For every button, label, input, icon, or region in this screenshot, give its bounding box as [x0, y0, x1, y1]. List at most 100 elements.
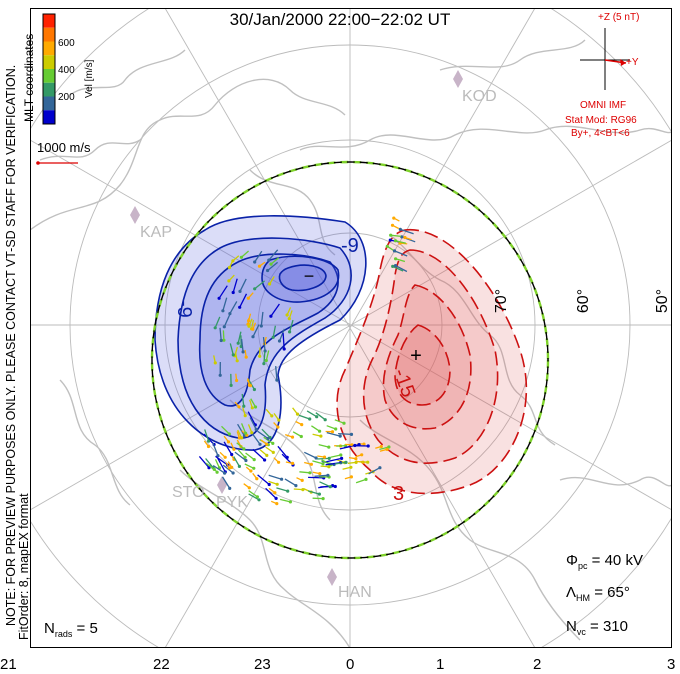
- velocity-vector-origin: [366, 460, 370, 464]
- velocity-vector-origin: [231, 353, 235, 357]
- velocity-vector-origin: [317, 492, 321, 496]
- velocity-vector-origin: [334, 427, 338, 431]
- potential-max-marker: +: [410, 345, 422, 367]
- velocity-vector-origin: [385, 244, 389, 248]
- velocity-vector: [249, 417, 257, 430]
- velocity-vector: [312, 460, 324, 465]
- velocity-vector-origin: [308, 417, 312, 421]
- velocity-vector: [239, 278, 247, 292]
- velocity-vector-origin: [354, 460, 358, 464]
- velocity-vector-origin: [242, 447, 246, 451]
- velocity-vector: [237, 331, 242, 344]
- velocity-vector-origin: [231, 290, 235, 295]
- velocity-vector: [298, 414, 310, 420]
- velocity-vector-origin: [232, 447, 236, 451]
- velocity-vector: [212, 442, 219, 456]
- velocity-vector: [247, 411, 256, 426]
- velocity-vector: [279, 498, 291, 503]
- velocity-vector-origin: [273, 491, 277, 495]
- velocity-vector-origin: [237, 436, 241, 440]
- velocity-vector-origin: [252, 458, 256, 462]
- velocity-vector-origin: [287, 317, 291, 321]
- velocity-vector: [251, 433, 261, 445]
- velocity-vector-origin: [308, 471, 312, 475]
- velocity-vector-origin: [265, 442, 269, 446]
- imf-z-label: +Z (5 nT): [598, 12, 640, 23]
- velocity-vector-origin: [393, 264, 398, 268]
- color-bar-tick: 600: [58, 38, 75, 49]
- velocity-vector-origin: [236, 341, 240, 345]
- velocity-vector: [368, 467, 381, 475]
- velocity-vector: [217, 457, 226, 473]
- velocity-vector: [265, 350, 270, 361]
- color-bar-tick: 400: [58, 65, 75, 76]
- velocity-vector: [229, 301, 238, 314]
- velocity-vector-origin: [242, 404, 246, 408]
- velocity-vector-origin: [299, 434, 303, 439]
- velocity-vector-origin: [237, 464, 241, 468]
- velocity-vector-origin: [255, 477, 259, 481]
- velocity-vector: [244, 463, 255, 469]
- velocity-vector: [282, 333, 285, 350]
- velocity-vector-origin: [207, 439, 211, 443]
- velocity-vector: [338, 432, 352, 436]
- velocity-vector-origin: [327, 465, 331, 469]
- color-bar-segment: [43, 110, 55, 124]
- velocity-vector-origin: [271, 335, 275, 339]
- velocity-vector-origin: [222, 325, 226, 329]
- velocity-vector-origin: [223, 455, 227, 459]
- velocity-vector-origin: [222, 338, 226, 342]
- velocity-vector-origin: [349, 432, 354, 436]
- reference-vector-label: 1000 m/s: [37, 140, 91, 155]
- mlt-tick: 2: [533, 656, 542, 673]
- station-label: KOD: [462, 88, 497, 105]
- coastlines: [30, 39, 672, 648]
- plot-title: 30/Jan/2000 22:00−22:02 UT: [229, 10, 451, 29]
- velocity-vector: [232, 278, 238, 293]
- color-bar-segment: [43, 14, 55, 28]
- velocity-vector-origin: [250, 406, 254, 410]
- velocity-vector-origin: [212, 467, 216, 471]
- velocity-vector: [395, 258, 406, 263]
- velocity-vector-origin: [231, 471, 235, 475]
- velocity-vector: [334, 419, 345, 424]
- velocity-vector-origin: [323, 418, 327, 422]
- velocity-vector-origin: [252, 387, 256, 392]
- velocity-vector-origin: [288, 330, 292, 334]
- velocity-vector-origin: [244, 355, 248, 359]
- mlt-tick: 0: [346, 656, 355, 673]
- velocity-vector: [233, 456, 240, 467]
- mlt-tick: 3: [667, 656, 676, 673]
- velocity-vector: [319, 481, 331, 488]
- velocity-vector-origin: [294, 484, 298, 488]
- velocity-vector-origin: [249, 469, 253, 473]
- contour-label: -9: [173, 300, 195, 318]
- velocity-vector-origin: [285, 455, 289, 459]
- velocity-vector: [237, 423, 246, 437]
- velocity-vector: [355, 478, 367, 484]
- velocity-vector-origin: [360, 453, 364, 457]
- color-bar-label: Vel [m/s]: [84, 59, 95, 98]
- velocity-vector: [219, 327, 222, 341]
- velocity-vector-origin: [227, 265, 232, 270]
- velocity-vector: [272, 325, 277, 338]
- velocity-vector-origin: [263, 458, 267, 462]
- velocity-vector-origin: [309, 462, 313, 466]
- velocity-vector-origin: [327, 445, 331, 449]
- velocity-vector-origin: [330, 430, 335, 434]
- velocity-vector: [241, 393, 245, 407]
- velocity-vector-origin: [387, 445, 391, 449]
- velocity-vector-origin: [217, 296, 221, 300]
- color-bar-segment: [43, 69, 55, 83]
- velocity-vector-origin: [344, 460, 348, 464]
- velocity-vector-origin: [269, 262, 273, 266]
- coordinates-label: MLT coordinates: [22, 33, 36, 122]
- velocity-vector: [311, 425, 320, 432]
- velocity-vectors: [198, 216, 416, 506]
- color-bar-segment: [43, 55, 55, 69]
- velocity-vector-origin: [252, 466, 256, 470]
- velocity-vector: [275, 366, 278, 381]
- velocity-vector-origin: [366, 444, 370, 448]
- velocity-vector-origin: [207, 466, 211, 470]
